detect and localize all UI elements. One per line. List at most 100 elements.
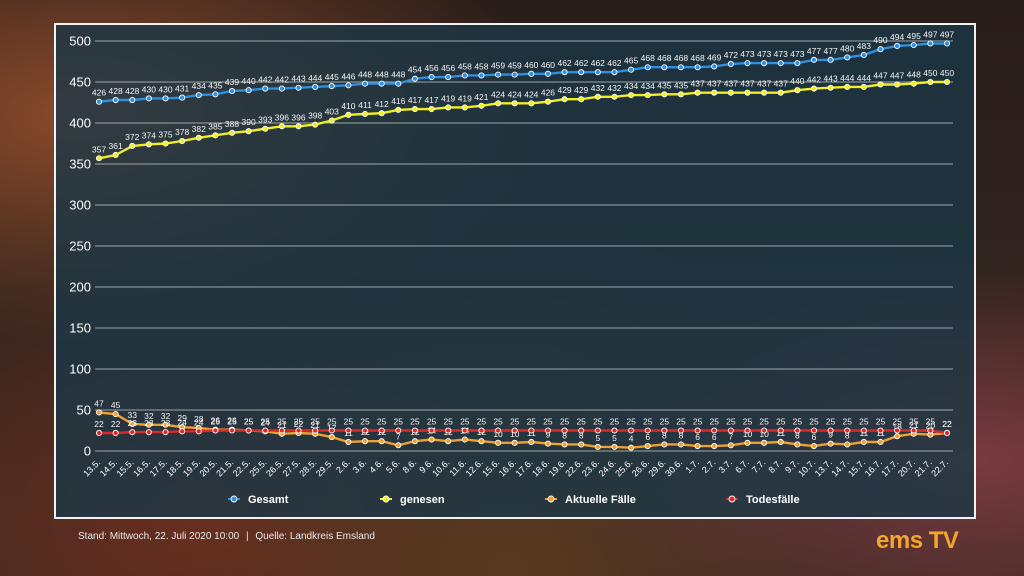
data-label: 25 [909,417,919,427]
data-point [794,441,801,448]
data-label: 430 [142,84,156,94]
data-label: 25 [709,417,719,427]
data-point [445,104,452,111]
data-label: 428 [109,86,123,96]
data-label: 431 [175,84,189,94]
data-point [860,51,867,58]
data-label: 472 [724,50,738,60]
data-label: 25 [826,417,836,427]
data-point [877,438,884,446]
data-label: 421 [474,92,488,102]
data-point [810,85,818,92]
data-label: 26 [211,416,221,426]
data-point [345,82,352,89]
x-tick-label: 22.6. [563,457,584,478]
data-label: 473 [774,49,788,59]
data-point [411,106,418,113]
data-point [411,75,418,82]
line-chart: 0 50 100 150 200 250 300 350 400 450 500 13.5.14.5.… [69,29,954,506]
data-label: 25 [277,417,287,427]
data-label: 396 [275,112,289,122]
x-tick-label: 17.5. [148,457,169,478]
data-label: 396 [291,112,305,122]
data-label: 8 [562,430,567,440]
data-point [927,40,934,47]
data-label: 497 [923,29,937,39]
x-tick-label: 28.5. [297,457,318,478]
data-point [777,60,784,67]
series-line [99,429,948,435]
data-label: 25 [892,417,902,427]
data-point [378,438,385,445]
data-label: 29 [177,413,187,423]
data-point [278,85,285,92]
data-point [910,427,917,434]
y-tick-label: 300 [69,198,91,213]
x-tick-label: 25.6. [613,457,634,478]
data-point [661,427,668,434]
x-tick-label: 2.7. [700,457,718,475]
data-point [794,427,801,434]
data-label: 468 [641,53,655,63]
data-label: 390 [242,117,256,127]
x-tick-label: 16.7. [863,457,884,478]
data-label: 45 [111,400,121,410]
data-point [378,80,385,87]
data-label: 6 [712,432,717,442]
data-point [844,441,851,448]
data-label: 477 [807,46,821,56]
data-point [461,104,468,111]
data-label: 25 [427,417,437,427]
data-point [162,421,169,428]
data-point [461,72,468,79]
data-point [594,443,601,450]
data-point [744,427,751,434]
series-line [98,80,947,160]
legend: Gesamt genesen Aktuelle Fälle Todesfälle [228,494,800,506]
x-tick-label: 20.5. [198,457,219,478]
data-point [445,427,452,434]
x-tick-label: 22.7. [929,457,950,478]
data-point [694,443,701,450]
y-tick-label: 350 [69,157,91,172]
data-label: 375 [158,130,172,140]
data-point [910,80,917,87]
data-point [162,140,169,147]
y-tick-label: 200 [69,280,91,295]
data-point [827,440,834,447]
data-point [262,125,269,132]
data-point [212,91,219,98]
data-label: 25 [593,417,603,427]
data-point [661,91,668,98]
data-point [677,64,685,71]
data-point [661,441,668,448]
x-tick-label: 20.7. [896,457,917,478]
data-point [628,427,635,434]
data-point [711,443,718,450]
data-point [578,427,585,434]
data-point [112,151,119,159]
data-label: 483 [857,41,871,51]
x-tick-label: 21.7. [913,457,934,478]
data-label: 7 [728,431,733,441]
x-tick-label: 23.6. [580,457,601,478]
data-point [112,411,119,418]
data-point [495,71,502,78]
data-label: 23 [128,418,138,428]
data-point [478,427,485,434]
data-point [162,429,169,436]
data-point [112,429,119,437]
data-label: 357 [92,144,106,154]
data-label: 490 [873,35,887,45]
legend-marker [382,495,390,503]
data-point [744,89,751,96]
data-point [844,54,851,61]
data-label: 393 [258,115,272,125]
data-label: 412 [375,99,389,109]
data-point [677,441,685,448]
legend-marker [230,495,238,503]
data-label: 24 [261,417,271,427]
data-label: 25 [460,417,470,427]
data-point [195,428,202,435]
